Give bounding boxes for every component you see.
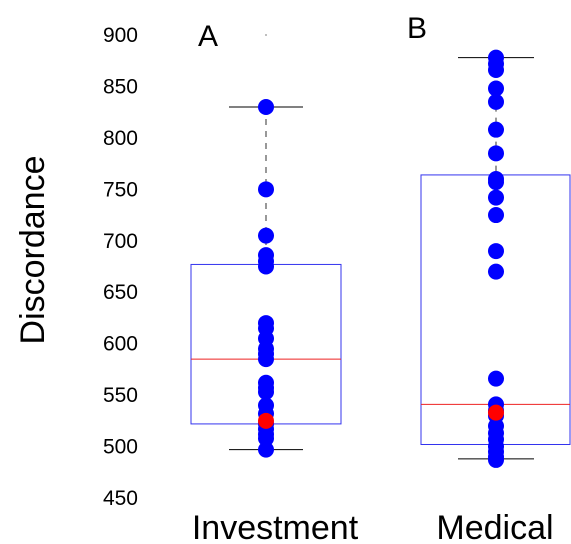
panel-label: B — [407, 12, 427, 45]
data-point — [258, 384, 274, 401]
data-point — [488, 451, 504, 468]
box-group-investment: Investment A — [190, 20, 359, 544]
box-groups: Investment A Medical B — [190, 12, 571, 544]
data-point — [488, 80, 504, 97]
box-group-medical: Medical B — [407, 12, 571, 544]
highlight-point — [258, 412, 274, 429]
data-point — [488, 61, 504, 78]
y-tick-label: 900 — [103, 24, 138, 47]
data-point — [258, 430, 274, 447]
data-point — [488, 93, 504, 110]
y-tick-label: 600 — [103, 333, 138, 356]
y-tick-label: 500 — [103, 436, 138, 459]
y-tick-label: 700 — [103, 230, 138, 253]
data-point — [488, 121, 504, 138]
data-point — [488, 145, 504, 162]
data-point — [258, 258, 274, 275]
data-point — [258, 351, 274, 368]
y-tick-label: 550 — [103, 384, 138, 407]
y-tick-label: 450 — [103, 487, 138, 510]
data-point — [258, 99, 274, 116]
data-point — [258, 227, 274, 244]
data-point — [488, 189, 504, 206]
data-point — [258, 181, 274, 198]
data-point — [488, 263, 504, 280]
y-tick-label: 800 — [103, 127, 138, 150]
data-point — [488, 370, 504, 387]
y-tick-label: 850 — [103, 75, 138, 98]
data-point — [258, 441, 274, 458]
data-point — [488, 243, 504, 260]
highlight-point — [488, 404, 504, 421]
y-tick-label: 650 — [103, 281, 138, 304]
y-tick-labels: 900 850 800 750 700 650 600 550 500 450 — [103, 24, 138, 510]
y-axis-label: Discordance — [14, 156, 52, 345]
y-tick-label: 750 — [103, 178, 138, 201]
data-point — [488, 174, 504, 191]
panel-label: A — [198, 20, 218, 53]
category-label: Investment — [192, 509, 359, 544]
data-point — [488, 207, 504, 224]
category-label: Medical — [436, 509, 553, 544]
